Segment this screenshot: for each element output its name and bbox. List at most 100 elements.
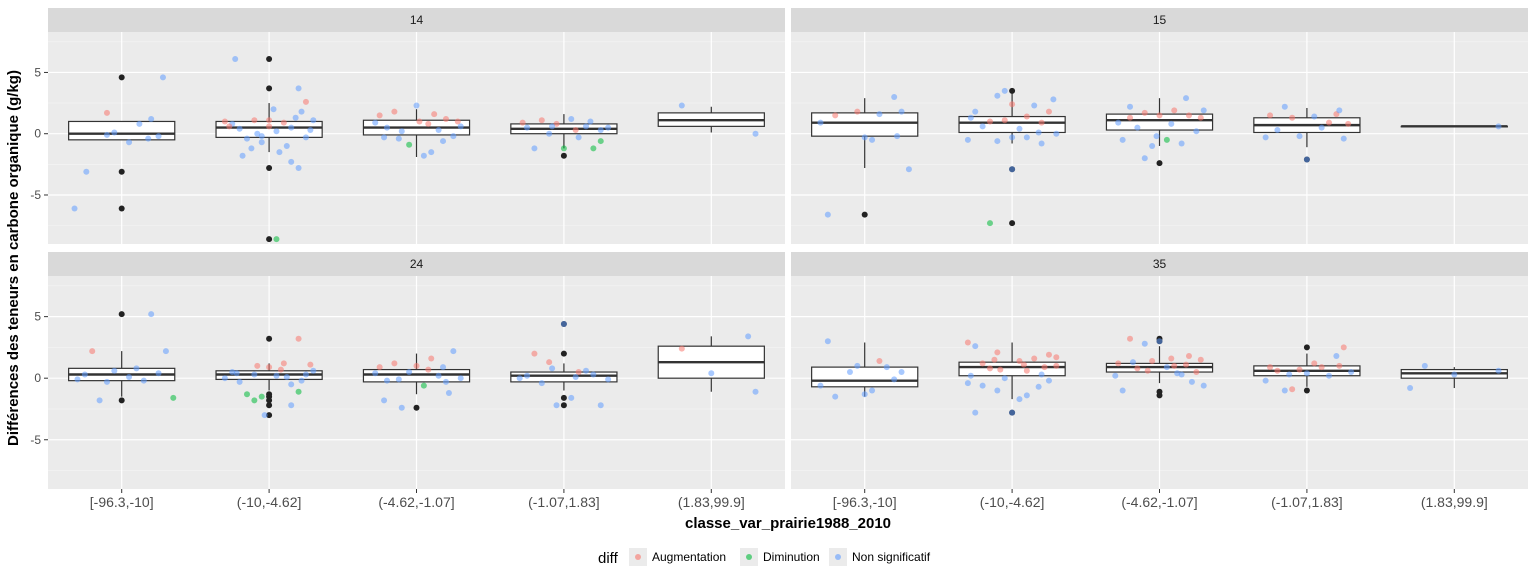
jitter-point	[251, 397, 258, 404]
facet-panel-24: 24 -5 0 5 [-96.3,-10] (-10,-4.62] (-4.62,-1.07…	[30, 252, 785, 510]
x-axis-title: classe_var_prairie1988_2010	[685, 515, 891, 532]
legend: diff Augmentation Diminution Non significat…	[598, 548, 931, 567]
jitter-point	[524, 372, 531, 379]
outlier-point	[118, 311, 125, 318]
jitter-point	[266, 364, 273, 371]
jitter-point	[575, 369, 582, 376]
jitter-point	[1336, 362, 1343, 369]
jitter-point	[1303, 156, 1310, 163]
jitter-point	[1340, 135, 1347, 142]
jitter-point	[1053, 354, 1060, 361]
panels-layer: 14 -5 0 5 15 24 -5 0 5 [-96.3,-10] (-10,-4.62] (-4.…	[30, 8, 1528, 510]
jitter-point	[71, 205, 78, 212]
jitter-point	[1296, 366, 1303, 373]
jitter-point	[994, 92, 1001, 99]
jitter-point	[1149, 142, 1156, 149]
jitter-point	[1009, 101, 1016, 108]
jitter-point	[752, 130, 759, 137]
boxplot-2	[362, 353, 471, 411]
jitter-point	[81, 371, 88, 378]
jitter-point	[440, 138, 447, 145]
jitter-point	[986, 118, 993, 125]
jitter-point	[708, 370, 715, 377]
jitter-point	[1495, 367, 1502, 374]
jitter-point	[583, 123, 590, 130]
jitter-point	[531, 350, 538, 357]
boxplot-1	[215, 55, 323, 243]
jitter-point	[597, 127, 604, 134]
jitter-point	[431, 111, 438, 118]
jitter-point	[1262, 134, 1269, 141]
jitter-point	[251, 371, 258, 378]
jitter-point	[994, 387, 1001, 394]
jitter-point	[140, 377, 147, 384]
jitter-point	[590, 371, 597, 378]
x-tick-label: (-4.62,-1.07]	[378, 494, 454, 510]
jitter-point	[302, 371, 309, 378]
jitter-point	[1289, 114, 1296, 121]
jitter-point	[1174, 370, 1181, 377]
legend-title: diff	[598, 550, 619, 567]
jitter-point	[103, 109, 110, 116]
outlier-point	[266, 412, 273, 419]
jitter-point	[745, 333, 752, 340]
jitter-point	[96, 397, 103, 404]
jitter-point	[1156, 338, 1163, 345]
jitter-point	[1163, 364, 1170, 371]
jitter-point	[83, 168, 90, 175]
box-iqr	[510, 371, 618, 383]
y-axis-title: Différences des teneurs en carbone organ…	[5, 70, 22, 446]
outlier-point	[560, 394, 567, 401]
jitter-point	[1318, 364, 1325, 371]
jitter-point	[111, 367, 118, 374]
jitter-point	[964, 136, 971, 143]
jitter-point	[420, 152, 427, 159]
jitter-point	[876, 357, 883, 364]
jitter-point	[678, 102, 685, 109]
jitter-point	[74, 376, 81, 383]
jitter-point	[398, 404, 405, 411]
jitter-point	[273, 128, 280, 135]
jitter-point	[266, 123, 273, 130]
jitter-point	[1296, 133, 1303, 140]
y-tick-label: 5	[34, 310, 41, 324]
jitter-point	[295, 165, 302, 172]
jitter-point	[381, 397, 388, 404]
jitter-point	[1141, 109, 1148, 116]
jitter-point	[1001, 375, 1008, 382]
jitter-point	[964, 339, 971, 346]
jitter-point	[549, 123, 556, 130]
jitter-point	[891, 93, 898, 100]
facet-panel-15: 15	[791, 8, 1528, 244]
jitter-point	[442, 116, 449, 123]
jitter-point	[994, 138, 1001, 145]
jitter-point	[258, 139, 265, 146]
outlier-point	[266, 165, 273, 172]
x-tick-label: [-96.3,-10]	[833, 494, 897, 510]
facet-strip-label: 35	[1153, 257, 1167, 271]
jitter-point	[1348, 369, 1355, 376]
jitter-point	[266, 117, 273, 124]
jitter-point	[1127, 335, 1134, 342]
jitter-point	[1001, 117, 1008, 124]
y-tick-label: -5	[30, 188, 41, 202]
jitter-point	[1153, 133, 1160, 140]
jitter-point	[1134, 365, 1141, 372]
jitter-point	[979, 382, 986, 389]
jitter-point	[1050, 96, 1057, 103]
legend-label: Augmentation	[652, 550, 726, 564]
jitter-point	[846, 369, 853, 376]
jitter-point	[221, 118, 228, 125]
jitter-point	[1031, 355, 1038, 362]
jitter-point	[1163, 136, 1170, 143]
jitter-point	[1281, 387, 1288, 394]
jitter-point	[869, 136, 876, 143]
jitter-point	[1281, 103, 1288, 110]
outlier-point	[266, 397, 273, 404]
jitter-point	[384, 124, 391, 131]
jitter-point	[986, 220, 993, 227]
jitter-point	[288, 381, 295, 388]
jitter-point	[226, 123, 233, 130]
x-tick-label: (-10,-4.62]	[237, 494, 302, 510]
jitter-point	[531, 145, 538, 152]
